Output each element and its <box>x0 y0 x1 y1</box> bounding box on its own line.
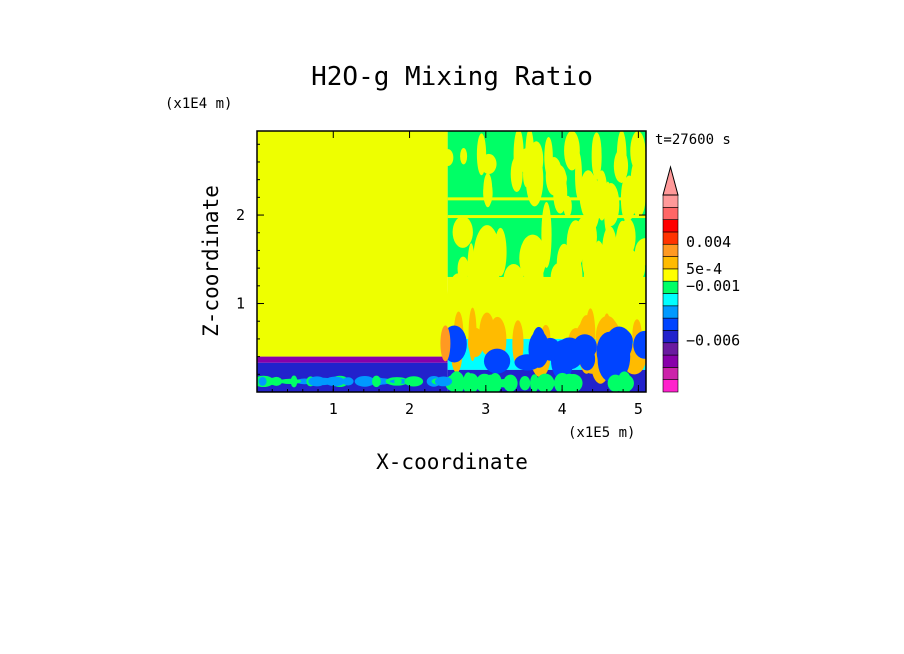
texture-band <box>447 197 646 201</box>
texture-left-surface <box>314 377 334 386</box>
texture-yellow <box>452 216 473 248</box>
texture-streak <box>460 147 468 165</box>
texture-surface <box>462 372 474 392</box>
y-axis: 12 <box>236 143 646 375</box>
texture-yellow <box>532 252 544 319</box>
texture-blue <box>612 344 627 376</box>
texture-blue <box>449 337 464 354</box>
texture-left-surface <box>279 378 302 385</box>
texture-band <box>447 215 646 219</box>
colorbar-label: −0.006 <box>686 331 740 349</box>
x-tick-label: 1 <box>329 400 338 418</box>
texture-left-surface <box>404 376 424 387</box>
colorbar-label: −0.001 <box>686 277 740 295</box>
region-left-purple-band <box>257 356 448 363</box>
colorbar-segment <box>662 305 679 319</box>
texture-left-surface <box>342 377 354 386</box>
texture-left-surface <box>434 376 453 387</box>
region-left-uniform <box>257 131 448 357</box>
colorbar-segment <box>662 330 679 344</box>
colorbar-label: 0.004 <box>686 233 731 251</box>
texture-yellow <box>634 238 646 266</box>
plot-frame <box>256 130 647 393</box>
texture-yellow <box>541 201 552 268</box>
colorbar-segment <box>662 256 679 270</box>
texture-streak <box>630 158 644 207</box>
texture-blue <box>528 330 550 368</box>
texture-blue <box>555 337 584 370</box>
x-tick-label: 4 <box>558 400 567 418</box>
texture-surface <box>561 373 578 392</box>
colorbar-segment <box>662 379 679 393</box>
colorbar-segment <box>662 354 679 368</box>
colorbar-segment <box>662 280 679 294</box>
colorbar-segment <box>662 293 679 307</box>
texture-streak <box>480 153 497 175</box>
y-axis-label: Z-coordinate <box>199 185 223 337</box>
time-label: t=27600 s <box>655 132 731 148</box>
texture-blue <box>483 348 511 374</box>
colorbar-label: 5e-4 <box>686 260 722 278</box>
texture-left-surface <box>371 375 381 388</box>
colorbar-segment <box>662 194 679 208</box>
texture-streak <box>483 173 493 208</box>
colorbar-segment <box>662 367 679 380</box>
colorbar: 0.004 5e-4−0.001 −0.006 <box>662 165 740 393</box>
contour-field <box>257 131 646 392</box>
texture-yellow <box>520 236 536 279</box>
x-tick-label: 2 <box>405 400 414 418</box>
texture-streak <box>545 156 563 196</box>
x-tick-label: 5 <box>634 400 643 418</box>
texture-orange <box>468 307 477 362</box>
texture-blue <box>633 330 646 359</box>
y-tick-label: 1 <box>236 295 245 313</box>
texture-yellow <box>503 264 524 296</box>
colorbar-segment <box>662 219 679 233</box>
texture-streak <box>616 131 627 184</box>
colorbar-segment <box>662 243 679 257</box>
texture-yellow <box>616 256 632 308</box>
chart-title: H2O-g Mixing Ratio <box>311 62 593 92</box>
x-axis: 1 2 3 4 5 <box>271 131 643 418</box>
colorbar-segment <box>662 231 679 245</box>
texture-surface <box>519 375 531 391</box>
x-unit-label: (x1E5 m) <box>568 425 635 441</box>
texture-streak <box>519 148 533 174</box>
texture-left-surface <box>394 378 402 385</box>
texture-yellow <box>473 225 501 295</box>
texture-edge <box>440 325 451 362</box>
texture-left-surface <box>258 376 267 386</box>
texture-streak <box>564 131 580 171</box>
colorbar-segment <box>662 268 679 282</box>
colorbar-extend-arrow <box>662 165 679 196</box>
texture-yellow <box>559 295 587 326</box>
texture-surface <box>483 374 499 392</box>
texture-streak <box>442 149 454 167</box>
texture-yellow <box>566 220 585 269</box>
colorbar-segment <box>662 317 679 331</box>
texture-orange <box>512 320 524 366</box>
y-unit-label: (x1E4 m) <box>165 96 232 112</box>
texture-surface <box>536 373 555 392</box>
colorbar-segment <box>662 207 679 220</box>
texture-left-surface <box>354 376 375 387</box>
texture-surface <box>607 374 624 392</box>
colorbar-segment <box>662 342 679 356</box>
texture-streak <box>591 135 602 180</box>
texture-surface <box>448 371 465 392</box>
texture-surface <box>530 374 539 392</box>
y-tick-label: 2 <box>236 206 245 224</box>
texture-yellow <box>582 241 605 283</box>
x-axis-label: X-coordinate <box>376 450 528 474</box>
texture-streak <box>581 191 590 216</box>
x-tick-label: 3 <box>481 400 490 418</box>
